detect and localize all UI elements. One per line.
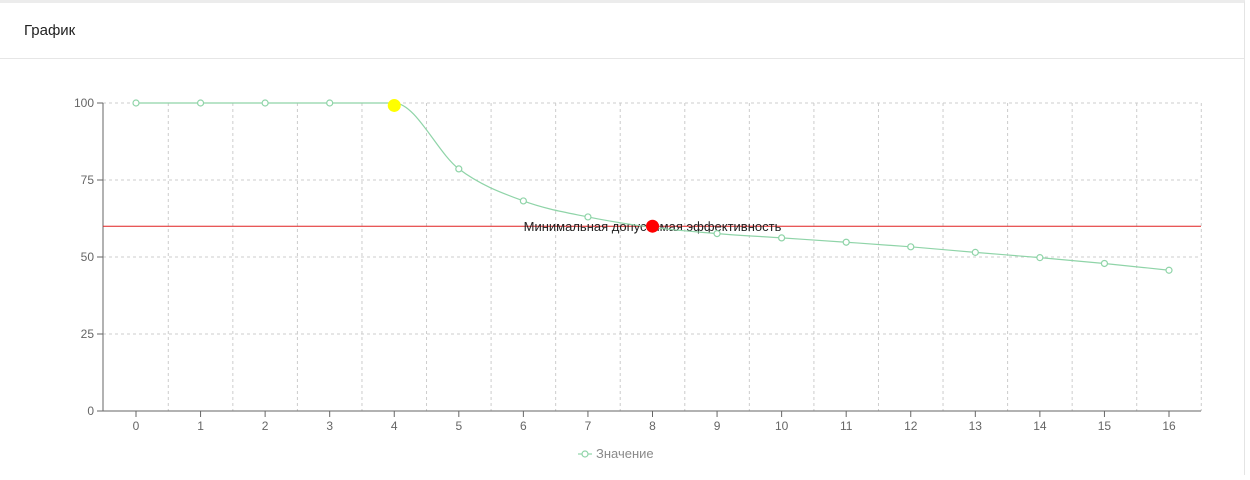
data-point[interactable]: [519, 197, 527, 205]
x-tick-label: 6: [520, 419, 527, 433]
series-line: [136, 102, 1170, 271]
data-point[interactable]: [584, 213, 592, 221]
data-point[interactable]: [261, 99, 269, 107]
x-tick-label: 0: [133, 419, 140, 433]
x-tick-label: 12: [904, 419, 918, 433]
series: [132, 99, 1173, 274]
legend-circle-icon: [581, 450, 589, 458]
y-tick-label: 25: [81, 327, 95, 341]
data-point[interactable]: [455, 165, 463, 173]
x-tick-label: 13: [969, 419, 983, 433]
legend-label[interactable]: Значение: [596, 446, 654, 461]
y-tick-label: 75: [81, 173, 95, 187]
y-tick-label: 100: [74, 96, 94, 110]
data-point[interactable]: [1165, 266, 1173, 274]
x-tick-label: 4: [391, 419, 398, 433]
data-point[interactable]: [1036, 254, 1044, 262]
x-tick-label: 2: [262, 419, 269, 433]
x-tick-label: 9: [714, 419, 721, 433]
data-point[interactable]: [971, 248, 979, 256]
x-tick-label: 11: [840, 419, 853, 433]
data-point[interactable]: [842, 238, 850, 246]
highlight-marker: [646, 219, 659, 233]
data-point[interactable]: [778, 234, 786, 242]
card-header: График: [0, 3, 1244, 59]
x-tick-label: 8: [649, 419, 656, 433]
data-point[interactable]: [907, 243, 915, 251]
markers: [387, 98, 659, 233]
x-tick-label: 16: [1162, 419, 1176, 433]
data-point[interactable]: [132, 99, 140, 107]
legend[interactable]: Значение: [578, 446, 654, 461]
card-title: График: [24, 22, 76, 39]
highlight-marker: [387, 98, 401, 112]
data-point[interactable]: [326, 99, 334, 107]
data-point[interactable]: [1100, 259, 1109, 268]
data-point[interactable]: [713, 229, 721, 238]
x-tick-label: 5: [455, 419, 462, 433]
y-tick-label: 50: [81, 250, 95, 264]
x-tick-label: 10: [775, 419, 789, 433]
data-point[interactable]: [196, 99, 205, 107]
x-tick-label: 1: [197, 419, 204, 433]
x-tick-label: 15: [1098, 419, 1112, 433]
x-tick-label: 3: [326, 419, 333, 433]
x-tick-label: 7: [585, 419, 592, 433]
x-tick-label: 14: [1033, 419, 1047, 433]
y-tick-label: 0: [87, 404, 94, 418]
